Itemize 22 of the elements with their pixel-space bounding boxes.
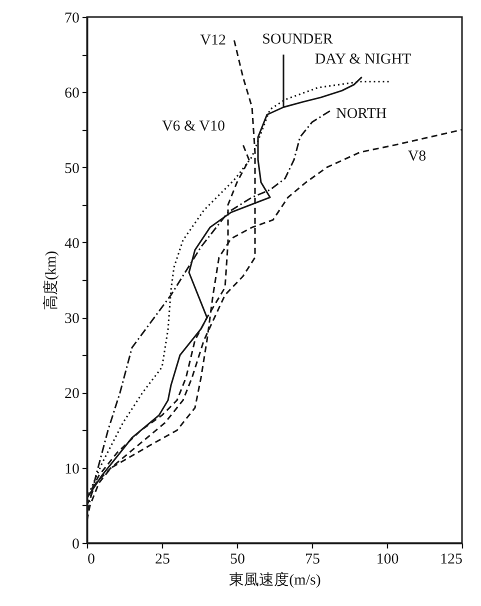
y-axis-title: 高度(km)	[42, 250, 60, 310]
x-tick-label: 125	[440, 552, 462, 568]
y-tick-label: 0	[72, 536, 80, 552]
series-label: V6 & V10	[162, 118, 225, 135]
series-label: V12	[200, 32, 226, 49]
y-tick-label: 20	[64, 386, 80, 402]
series-label: DAY & NIGHT	[314, 52, 412, 68]
y-tick-label: 70	[64, 10, 80, 26]
x-tick-label: 0	[88, 552, 95, 568]
x-tick-label: 50	[230, 552, 245, 568]
y-tick-label: 30	[64, 311, 80, 328]
series-label: SOUNDER	[262, 32, 333, 48]
y-tick-label: 50	[64, 160, 80, 177]
x-tick-label: 75	[305, 552, 320, 568]
x-tick-label: 25	[155, 552, 170, 568]
y-tick-label: 10	[64, 461, 80, 478]
y-tick-label: 60	[64, 86, 80, 102]
x-axis-title: 東風速度(m/s)	[229, 572, 321, 588]
y-tick-label: 40	[64, 236, 80, 252]
x-tick-label: 100	[376, 552, 399, 568]
series-label: V8	[408, 148, 426, 165]
series-label: NORTH	[336, 106, 387, 122]
